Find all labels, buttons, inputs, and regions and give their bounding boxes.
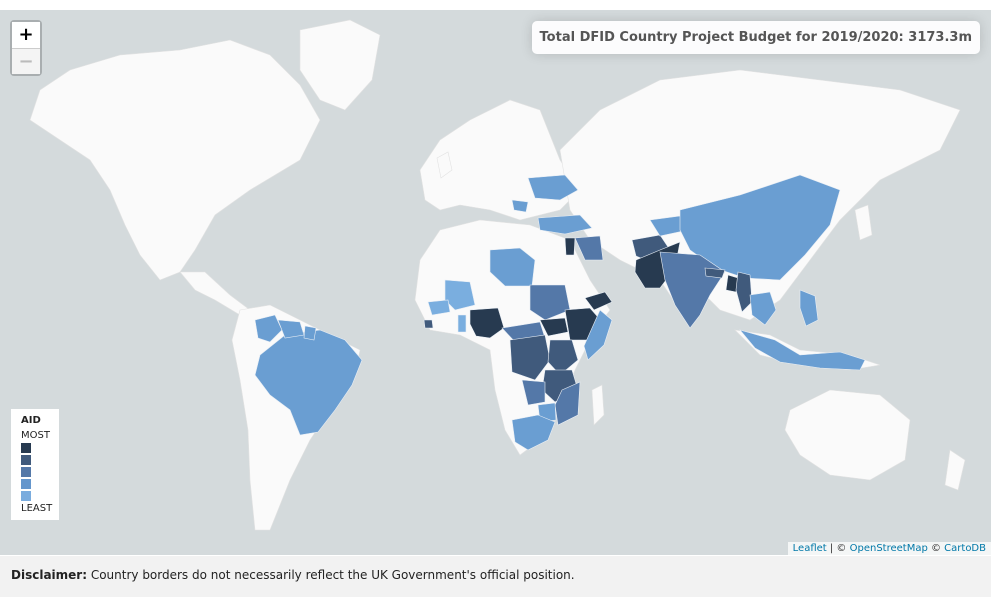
legend-most-label: MOST [21, 430, 50, 441]
guyana [303, 325, 317, 341]
central-america-land [179, 271, 251, 316]
attribution-separator: | © [826, 543, 850, 554]
zoom-out-button[interactable]: − [12, 48, 40, 74]
yemen [584, 291, 613, 311]
legend-swatch-5 [21, 491, 31, 501]
syria-iraq [574, 235, 604, 261]
japan-land [854, 204, 873, 241]
world-map [29, 19, 966, 531]
disclaimer-text: Country borders do not necessarily refle… [87, 568, 575, 582]
mozambique [554, 381, 581, 426]
map[interactable]: + − Total DFID Country Project Budget fo… [0, 10, 991, 555]
south-africa [511, 414, 556, 451]
legend-swatch-1 [21, 443, 31, 453]
drc [509, 334, 551, 381]
legend-swatch-4 [21, 479, 31, 489]
turkey [537, 214, 593, 235]
china [679, 174, 841, 281]
australia-land [784, 389, 911, 481]
disclaimer-label: Disclaimer: [11, 568, 88, 582]
bangladesh [725, 274, 739, 293]
legend-swatch-3 [21, 467, 31, 477]
budget-info-box: Total DFID Country Project Budget for 20… [531, 21, 980, 54]
colombia [254, 314, 283, 343]
north-america-land [29, 39, 321, 281]
zoom-control: + − [10, 20, 42, 76]
new-zealand-land [944, 449, 966, 491]
greenland-land [299, 19, 381, 111]
somalia [583, 309, 613, 361]
zoom-in-button[interactable]: + [12, 22, 40, 48]
zambia [521, 379, 546, 406]
legend-swatch-2 [21, 455, 31, 465]
myanmar [735, 271, 753, 313]
openstreetmap-link[interactable]: OpenStreetMap [849, 543, 928, 554]
cartodb-link[interactable]: CartoDB [944, 543, 986, 554]
nepal [704, 267, 726, 279]
aid-legend: AID MOST LEAST [11, 409, 59, 520]
nigeria [469, 307, 505, 339]
uk-land [436, 151, 453, 179]
philippines [799, 289, 819, 327]
sierra-leone [427, 299, 451, 316]
madagascar-land [591, 384, 605, 426]
leaflet-link[interactable]: Leaflet [792, 543, 827, 554]
lebanon-jordan [564, 237, 576, 256]
legend-title: AID [21, 415, 41, 426]
ukraine [527, 174, 579, 201]
mali [444, 279, 476, 311]
attribution-separator-2: © [927, 543, 945, 554]
map-attribution: Leaflet | © OpenStreetMap © CartoDB [787, 542, 991, 555]
indonesia [739, 329, 866, 371]
uganda-kenya [547, 339, 579, 376]
sudan [529, 284, 571, 321]
south-sudan [539, 317, 569, 337]
legend-least-label: LEAST [21, 503, 53, 514]
balkans [511, 199, 529, 213]
liberia [423, 319, 434, 329]
disclaimer: Disclaimer: Country borders do not neces… [0, 556, 991, 597]
brazil [254, 329, 363, 436]
ghana [457, 314, 467, 333]
southeast-asia [749, 291, 777, 326]
